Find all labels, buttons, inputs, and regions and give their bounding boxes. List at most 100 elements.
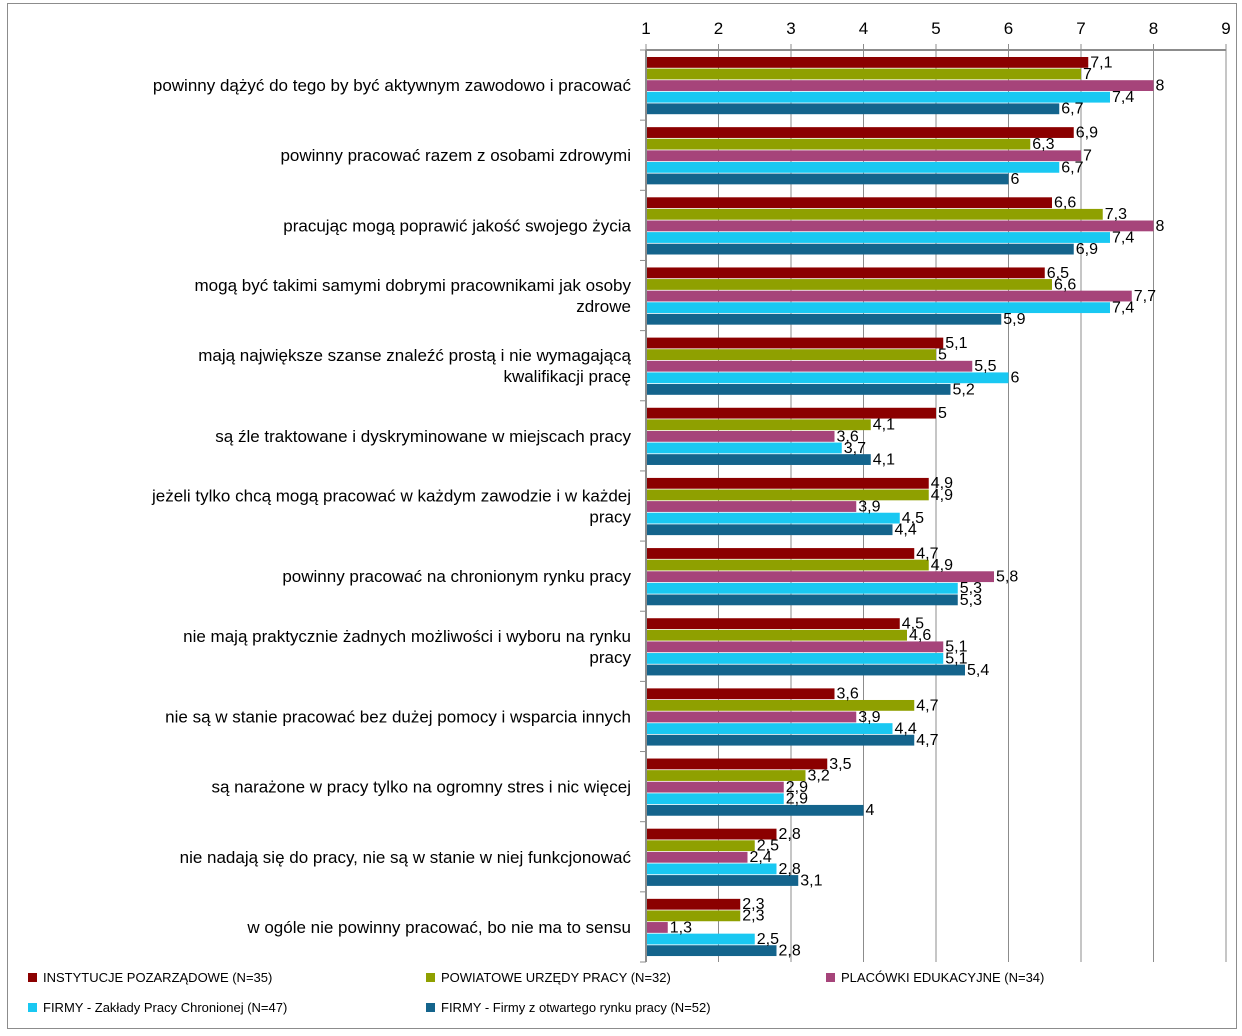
data-label: 2,9 xyxy=(786,791,808,808)
legend-swatch xyxy=(28,973,37,982)
x-tick-label: 4 xyxy=(859,19,868,38)
x-tick-label: 9 xyxy=(1221,19,1230,38)
data-label: 5,8 xyxy=(996,569,1018,586)
legend-swatch xyxy=(826,973,835,982)
legend-item: POWIATOWE URZĘDY PRACY (N=32) xyxy=(426,970,671,985)
bar xyxy=(647,302,1110,314)
data-label: 6,9 xyxy=(1076,241,1098,258)
category-label: jeżeli tylko chcą mogą pracować w każdym… xyxy=(151,487,631,506)
data-label: 4,1 xyxy=(873,451,895,468)
data-label: 6,5 xyxy=(1047,265,1069,282)
data-label: 5 xyxy=(938,405,947,422)
legend-item: INSTYTUCJE POZARZĄDOWE (N=35) xyxy=(28,970,272,985)
data-label: 4,4 xyxy=(895,720,917,737)
data-label: 2,3 xyxy=(742,908,764,925)
data-label: 6,6 xyxy=(1054,276,1076,293)
legend-item: PLACÓWKI EDUKACYJNE (N=34) xyxy=(826,970,1044,985)
legend-item: FIRMY - Firmy z otwartego rynku pracy (N… xyxy=(426,1000,711,1015)
data-label: 3,5 xyxy=(829,756,851,773)
category-label: mają największe szanse znaleźć prostą i … xyxy=(198,346,631,365)
data-label: 4,7 xyxy=(916,545,938,562)
data-label: 5,1 xyxy=(945,639,967,656)
data-label: 6,3 xyxy=(1032,136,1054,153)
bar xyxy=(647,127,1074,138)
data-label: 2,8 xyxy=(779,826,801,843)
x-tick-label: 6 xyxy=(1004,19,1013,38)
category-label: powinny dążyć do tego by być aktywnym za… xyxy=(153,76,632,95)
bar xyxy=(647,641,944,653)
data-label: 7,3 xyxy=(1105,206,1127,223)
x-tick-label: 5 xyxy=(931,19,940,38)
data-label: 4,4 xyxy=(895,522,917,539)
x-tick-label: 8 xyxy=(1149,19,1158,38)
bar xyxy=(647,653,944,664)
data-label: 7,4 xyxy=(1112,89,1134,106)
bar xyxy=(647,629,907,641)
data-label: 7 xyxy=(1083,66,1092,83)
data-label: 2,5 xyxy=(757,931,779,948)
bar xyxy=(647,477,929,489)
bar xyxy=(647,161,1060,173)
bar xyxy=(647,138,1031,150)
bar xyxy=(647,454,871,465)
bar xyxy=(647,442,842,454)
category-label: nie mają praktycznie żadnych możliwości … xyxy=(183,627,631,646)
bar xyxy=(647,711,857,723)
bar xyxy=(647,781,784,793)
category-label: nie są w stanie pracować bez dużej pomoc… xyxy=(165,707,631,726)
data-labels: 7,1787,46,76,96,376,766,67,387,46,96,56,… xyxy=(670,54,1165,959)
category-label: są narażone w pracy tylko na ogromny str… xyxy=(211,778,631,797)
data-label: 5,1 xyxy=(945,335,967,352)
data-label: 4,7 xyxy=(916,697,938,714)
data-label: 3,9 xyxy=(858,709,880,726)
data-label: 4,9 xyxy=(931,557,953,574)
data-label: 3,6 xyxy=(837,428,859,445)
data-label: 1,3 xyxy=(670,919,692,936)
bar xyxy=(647,57,1089,68)
data-label: 2,8 xyxy=(779,861,801,878)
category-label: w ogóle nie powinny pracować, bo nie ma … xyxy=(246,918,631,937)
category-label: zdrowe xyxy=(576,297,631,316)
bar xyxy=(647,91,1110,103)
data-label: 5,4 xyxy=(967,662,989,679)
category-label: pracując mogą poprawić jakość swojego ży… xyxy=(283,216,631,235)
bar xyxy=(647,489,929,501)
legend: INSTYTUCJE POZARZĄDOWE (N=35) POWIATOWE U… xyxy=(28,970,1218,1030)
legend-swatch xyxy=(28,1003,37,1012)
data-label: 5,9 xyxy=(1003,311,1025,328)
data-label: 6 xyxy=(1011,171,1020,188)
legend-swatch xyxy=(426,973,435,982)
bar xyxy=(647,770,806,781)
data-label: 4,1 xyxy=(873,417,895,434)
bar xyxy=(647,618,900,630)
data-label: 5,3 xyxy=(960,580,982,597)
bar xyxy=(647,501,857,512)
data-label: 7,7 xyxy=(1134,288,1156,305)
axes: 1 2 3 4 5 6 7 8 9 xyxy=(640,19,1231,963)
bar xyxy=(647,337,944,349)
bar xyxy=(647,372,1009,384)
bar xyxy=(647,922,668,933)
data-label: 6 xyxy=(1011,370,1020,387)
category-label: są źle traktowane i dyskryminowane w mie… xyxy=(215,427,631,446)
category-label: pracy xyxy=(589,508,631,527)
bar xyxy=(647,594,958,606)
bar xyxy=(647,313,1002,325)
legend-item: FIRMY - Zakłady Pracy Chronionej (N=47) xyxy=(28,1000,287,1015)
legend-label: FIRMY - Zakłady Pracy Chronionej (N=47) xyxy=(43,1000,288,1015)
category-label: nie nadają się do pracy, nie są w stanie… xyxy=(180,848,632,867)
category-label: powinny pracować na chronionym rynku pra… xyxy=(282,567,631,586)
legend-label: INSTYTUCJE POZARZĄDOWE (N=35) xyxy=(43,970,273,985)
bar xyxy=(647,512,900,524)
bar xyxy=(647,910,741,922)
bar xyxy=(647,243,1074,255)
bar xyxy=(647,804,864,816)
data-label: 5 xyxy=(938,347,947,364)
bar xyxy=(647,571,994,583)
data-label: 2,4 xyxy=(750,849,772,866)
data-label: 4,9 xyxy=(931,475,953,492)
x-tick-label: 1 xyxy=(641,19,650,38)
bar xyxy=(647,232,1110,243)
bar xyxy=(647,220,1154,232)
